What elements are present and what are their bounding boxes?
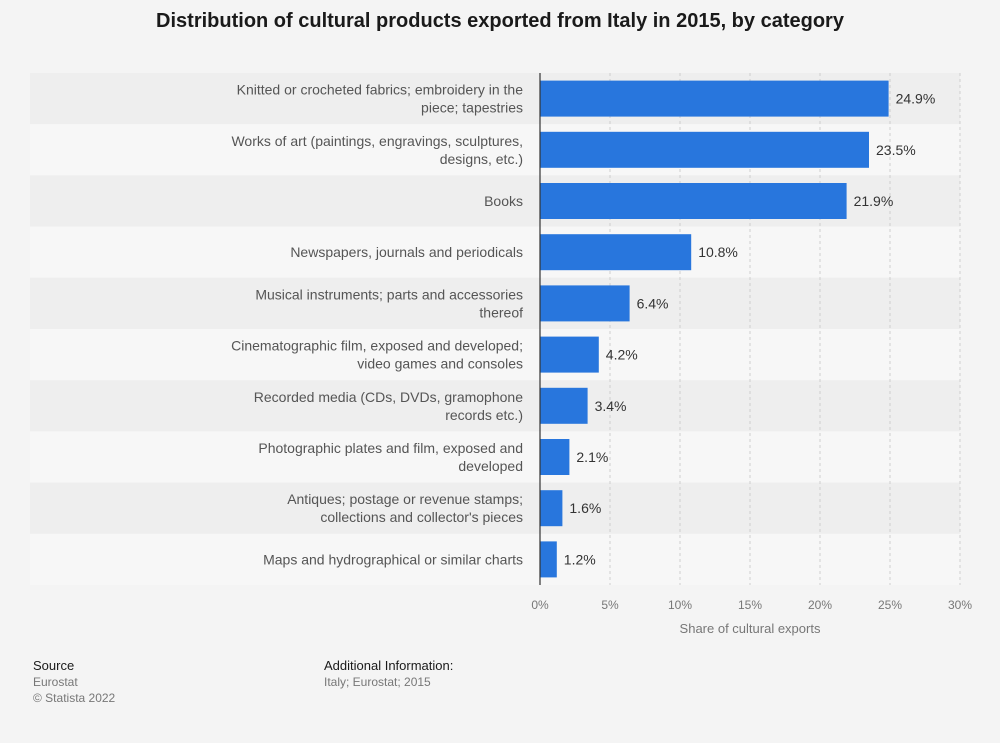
x-tick-label: 5%: [601, 598, 619, 612]
category-label: collections and collector's pieces: [320, 509, 523, 525]
bar: [540, 439, 570, 475]
additional-info-block: Additional Information: Italy; Eurostat;…: [324, 658, 453, 690]
x-tick-label: 10%: [668, 598, 692, 612]
data-label: 4.2%: [606, 347, 638, 363]
category-label: Newspapers, journals and periodicals: [290, 244, 523, 260]
data-label: 21.9%: [854, 193, 894, 209]
row-band: [30, 329, 960, 381]
data-label: 3.4%: [595, 398, 627, 414]
category-label: Maps and hydrographical or similar chart…: [263, 551, 523, 567]
category-label: Photographic plates and film, exposed an…: [258, 440, 523, 456]
x-tick-label: 0%: [531, 598, 549, 612]
source-block: Source Eurostat © Statista 2022: [33, 658, 115, 706]
x-axis-title: Share of cultural exports: [680, 621, 821, 636]
category-label: developed: [458, 458, 523, 474]
data-label: 1.2%: [564, 551, 596, 567]
bar: [540, 183, 847, 219]
category-label: Antiques; postage or revenue stamps;: [287, 491, 523, 507]
category-label: Works of art (paintings, engravings, scu…: [231, 133, 523, 149]
row-band: [30, 226, 960, 278]
chart-title: Distribution of cultural products export…: [156, 10, 844, 32]
info-text: Italy; Eurostat; 2015: [324, 675, 431, 689]
data-label: 1.6%: [569, 500, 601, 516]
category-label: designs, etc.): [440, 151, 523, 167]
row-band: [30, 380, 960, 432]
source-line: Eurostat: [33, 675, 78, 689]
row-band: [30, 482, 960, 534]
x-tick-label: 25%: [878, 598, 902, 612]
bar: [540, 336, 599, 373]
data-label: 10.8%: [698, 244, 738, 260]
data-label: 24.9%: [896, 91, 936, 107]
bar: [540, 234, 692, 271]
category-label: Musical instruments; parts and accessori…: [255, 286, 523, 302]
bar: [540, 285, 630, 322]
bar: [540, 80, 889, 117]
row-band: [30, 277, 960, 329]
bar: [540, 131, 869, 168]
category-label: Cinematographic film, exposed and develo…: [231, 338, 523, 354]
category-label: records etc.): [445, 407, 523, 423]
bar: [540, 541, 557, 578]
x-tick-label: 15%: [738, 598, 762, 612]
category-label: piece; tapestries: [421, 100, 523, 116]
x-tick-label: 20%: [808, 598, 832, 612]
bar: [540, 387, 588, 424]
row-band: [30, 431, 960, 483]
data-label: 23.5%: [876, 142, 916, 158]
category-label: Knitted or crocheted fabrics; embroidery…: [237, 82, 524, 98]
row-band: [30, 533, 960, 585]
copyright-line: © Statista 2022: [33, 691, 116, 705]
info-heading: Additional Information:: [324, 658, 454, 673]
category-label: Books: [484, 193, 523, 209]
bar: [540, 490, 563, 527]
source-heading: Source: [33, 658, 75, 673]
data-label: 6.4%: [637, 295, 669, 311]
category-label: thereof: [479, 304, 523, 320]
category-label: Recorded media (CDs, DVDs, gramophone: [254, 389, 523, 405]
category-label: video games and consoles: [357, 356, 523, 372]
x-tick-label: 30%: [948, 598, 972, 612]
data-label: 2.1%: [576, 449, 608, 465]
